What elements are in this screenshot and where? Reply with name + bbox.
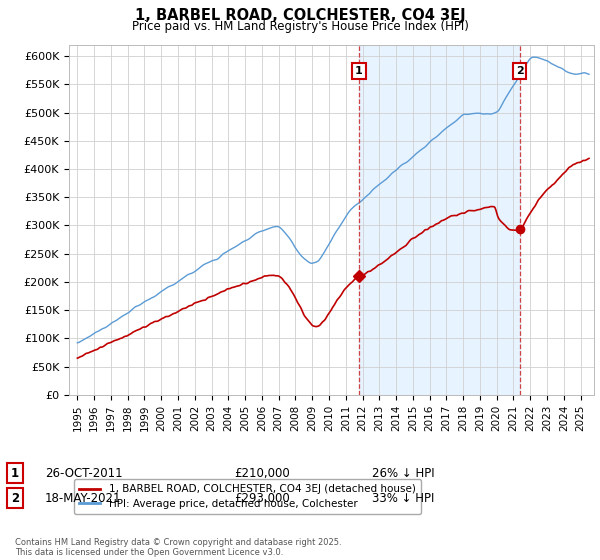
Text: 33% ↓ HPI: 33% ↓ HPI: [372, 492, 434, 505]
Text: 26% ↓ HPI: 26% ↓ HPI: [372, 466, 434, 480]
Text: 2: 2: [11, 492, 19, 505]
Text: 1, BARBEL ROAD, COLCHESTER, CO4 3EJ: 1, BARBEL ROAD, COLCHESTER, CO4 3EJ: [134, 8, 466, 24]
Legend: 1, BARBEL ROAD, COLCHESTER, CO4 3EJ (detached house), HPI: Average price, detach: 1, BARBEL ROAD, COLCHESTER, CO4 3EJ (det…: [74, 479, 421, 514]
Text: Price paid vs. HM Land Registry's House Price Index (HPI): Price paid vs. HM Land Registry's House …: [131, 20, 469, 32]
Text: 26-OCT-2011: 26-OCT-2011: [45, 466, 122, 480]
Text: 18-MAY-2021: 18-MAY-2021: [45, 492, 121, 505]
Bar: [359, 45, 520, 395]
Text: 2: 2: [516, 66, 524, 76]
Text: £293,000: £293,000: [234, 492, 290, 505]
Text: Contains HM Land Registry data © Crown copyright and database right 2025.
This d: Contains HM Land Registry data © Crown c…: [15, 538, 341, 557]
Text: 1: 1: [11, 466, 19, 480]
Text: 1: 1: [355, 66, 363, 76]
Text: £210,000: £210,000: [234, 466, 290, 480]
